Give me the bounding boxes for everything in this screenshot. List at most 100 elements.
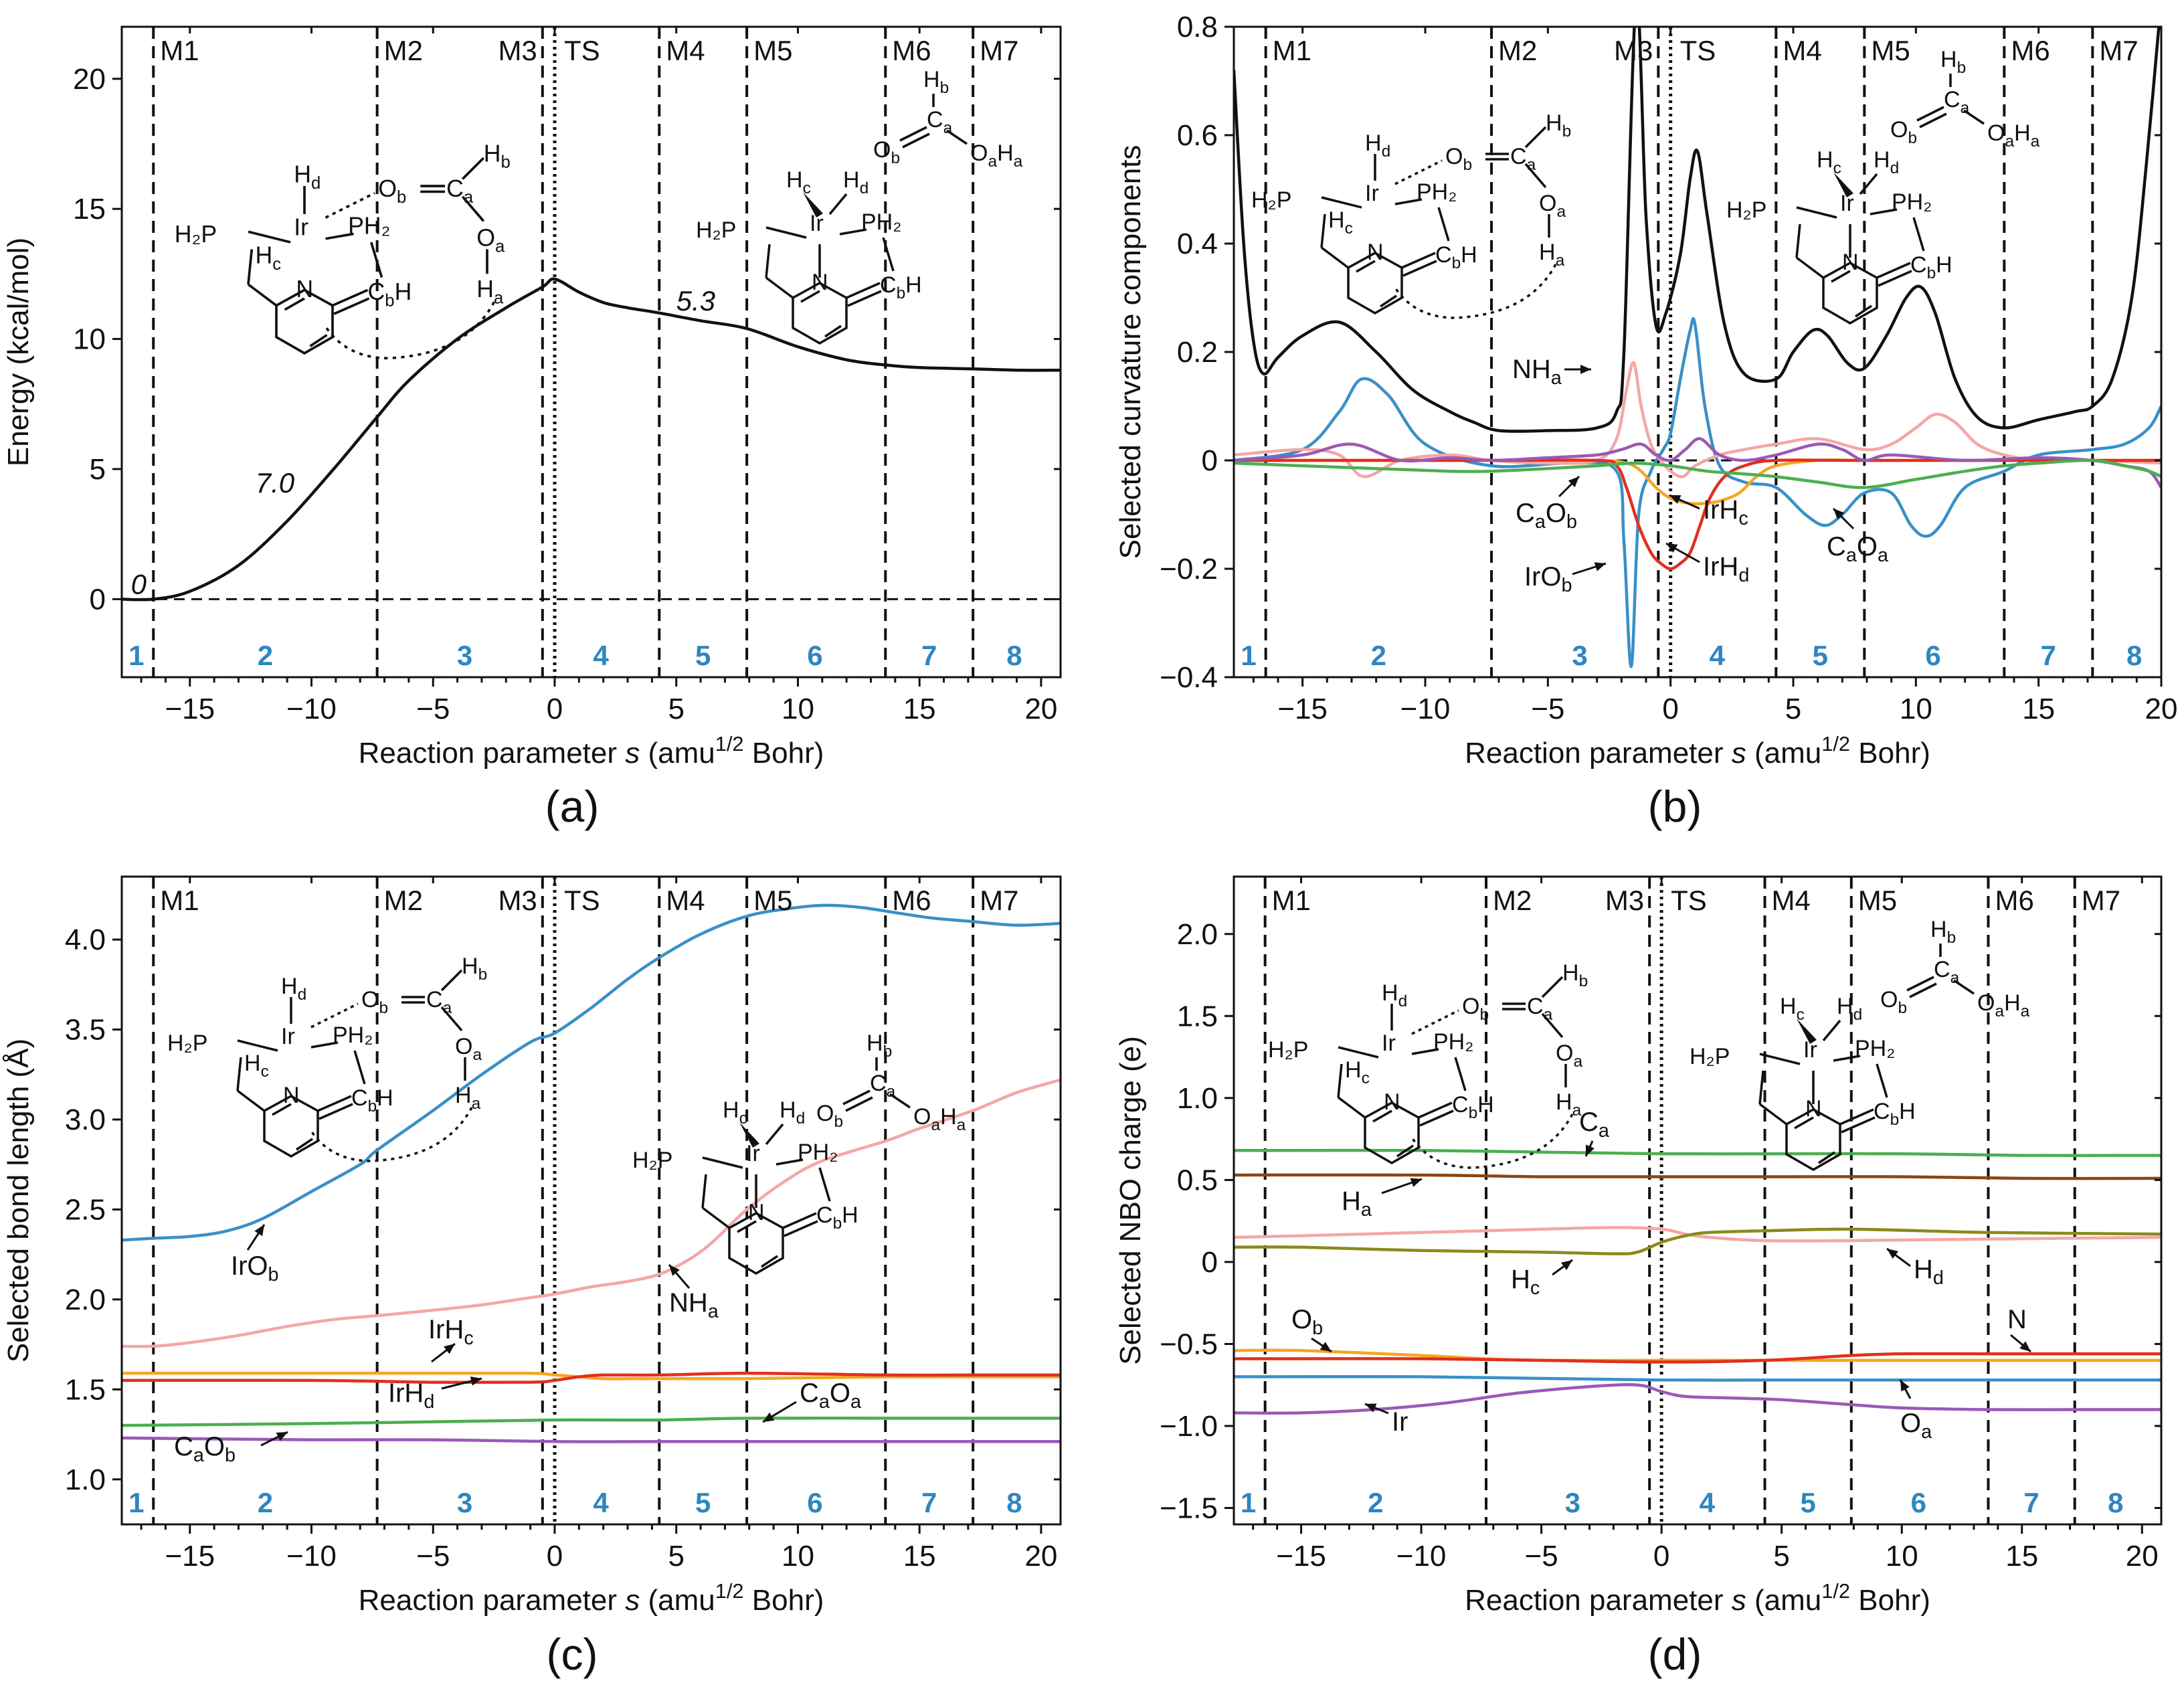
series-Oa	[1234, 1374, 2161, 1382]
struct-hc: Hc	[1780, 994, 1805, 1024]
struct-ph2: PH₂	[1855, 1036, 1895, 1061]
pyridine-ring	[728, 1212, 784, 1275]
region-number: 5	[1800, 1487, 1815, 1518]
x-tick-label: −15	[165, 693, 215, 725]
label-ha: Ha	[1342, 1186, 1372, 1221]
ir-p-bond	[1321, 196, 1362, 209]
label-irob-part: b	[268, 1264, 279, 1285]
ch2-bond	[1758, 1103, 1788, 1126]
struct-ca: Ca	[1934, 957, 1960, 987]
y-tick-label: 0.2	[1177, 336, 1218, 369]
struct-cbh-part: C	[1435, 242, 1452, 268]
region-number: 6	[1925, 640, 1940, 671]
ca-hb-bond	[440, 969, 463, 992]
struct-hb-part: b	[1957, 59, 1967, 77]
struct-oaha-part: O	[913, 1104, 931, 1130]
y-tick-label: −1.5	[1160, 1492, 1218, 1524]
struct-ca-part: C	[1944, 87, 1961, 112]
ring-double-bond	[1855, 304, 1872, 318]
struct-oa-part: a	[472, 1046, 482, 1064]
struct-ph2-part: PH₂	[1417, 179, 1457, 205]
label-irhd: IrHd	[388, 1378, 434, 1413]
struct-hc-part: H	[723, 1097, 739, 1123]
label-ha-part: a	[1361, 1199, 1372, 1221]
label-irhc: IrHc	[428, 1315, 474, 1349]
struct-oaha: OaHa	[1987, 120, 2040, 151]
x-tick-label: 15	[903, 1540, 936, 1573]
struct-h2p: H₂P	[1251, 187, 1291, 213]
struct-hd: Hd	[294, 161, 321, 193]
struct-ob: Ob	[1890, 117, 1917, 147]
ir-p-bond	[1759, 1053, 1801, 1065]
plot-frame	[1233, 875, 2163, 1526]
region-number: 7	[2023, 1487, 2039, 1518]
label-arrow-head	[1833, 509, 1845, 520]
struct-hb-part: H	[1546, 110, 1562, 136]
ir-ob-contact	[325, 191, 375, 219]
label-arrow-head	[1669, 495, 1681, 504]
series-NHa	[122, 1078, 1061, 1348]
struct-cbh-part: C	[1874, 1099, 1890, 1124]
label-ca-part: C	[1579, 1107, 1599, 1137]
struct-h2p-part: H₂P	[175, 221, 217, 248]
struct-cbh-part: b	[1890, 1111, 1900, 1129]
x-axis-title-part: s	[1732, 737, 1746, 770]
region-number: 3	[1565, 1487, 1580, 1518]
struct-oa-part: a	[495, 238, 505, 256]
struct-hb-part: b	[1562, 122, 1572, 141]
struct-ph2: PH₂	[798, 1140, 838, 1165]
ch2-bond	[1320, 213, 1326, 248]
struct-ob-part: b	[891, 149, 900, 167]
cb-bond	[1418, 1101, 1453, 1119]
series-Scalar curvature	[1234, 27, 2161, 433]
marker-label: M2	[1498, 35, 1537, 66]
struct-hd: Hd	[1874, 147, 1899, 177]
struct-hd-part: H	[1874, 147, 1890, 173]
pyridine-ring	[792, 282, 848, 345]
struct-cbh-part: C	[368, 278, 385, 305]
ca-oa-bond	[1953, 979, 1975, 995]
label-caoa-part: a	[819, 1391, 830, 1413]
region-number: 1	[1241, 640, 1256, 671]
marker-label: M7	[2082, 885, 2120, 916]
x-tick-label: −5	[1531, 693, 1564, 725]
struct-ob-part: b	[1908, 129, 1917, 147]
marker-label: M4	[666, 885, 705, 916]
struct-hd: Hd	[780, 1097, 805, 1128]
series-Energy	[122, 277, 1061, 602]
struct-hb-part: H	[462, 954, 478, 979]
label-arrow-head	[2019, 1341, 2031, 1352]
ch2-bond	[765, 244, 771, 278]
struct-oaha-part: a	[2005, 132, 2014, 151]
ir-p-bond	[1394, 198, 1423, 205]
struct-hb-part: b	[940, 79, 949, 97]
struct-oaha-part: a	[2031, 132, 2040, 151]
marker-label: M7	[2099, 35, 2138, 66]
series-CaOa	[122, 1416, 1061, 1427]
struct-ob-part: O	[1890, 117, 1908, 143]
series-group	[122, 903, 1061, 1443]
marker-label: M3	[498, 35, 537, 66]
struct-ob-part: b	[1479, 1006, 1489, 1024]
region-number: 5	[695, 1487, 711, 1518]
ir-hd-bond	[1822, 1019, 1841, 1042]
ring-double-bond	[296, 1138, 313, 1151]
struct-hc-part: c	[261, 1063, 269, 1081]
x-tick-label: 20	[2126, 1540, 2159, 1573]
label-irob: IrOb	[231, 1251, 279, 1285]
struct-hd-part: H	[1365, 130, 1382, 156]
marker-label: M3	[1614, 35, 1653, 66]
struct-hd-part: d	[311, 174, 321, 193]
label-oa-part: a	[1921, 1421, 1932, 1443]
region-number: 5	[695, 640, 711, 671]
x-tick-label: 10	[782, 1540, 814, 1573]
ch2-bond	[236, 1089, 266, 1112]
ca-oa-bond	[889, 1093, 911, 1109]
struct-n: N	[1842, 250, 1859, 275]
x-tick-label: 5	[1773, 1540, 1789, 1573]
region-number: 4	[593, 640, 609, 671]
struct-hd: Hd	[281, 974, 306, 1004]
struct-ha-part: H	[1539, 240, 1556, 265]
label-ir-part: Ir	[1392, 1407, 1408, 1437]
